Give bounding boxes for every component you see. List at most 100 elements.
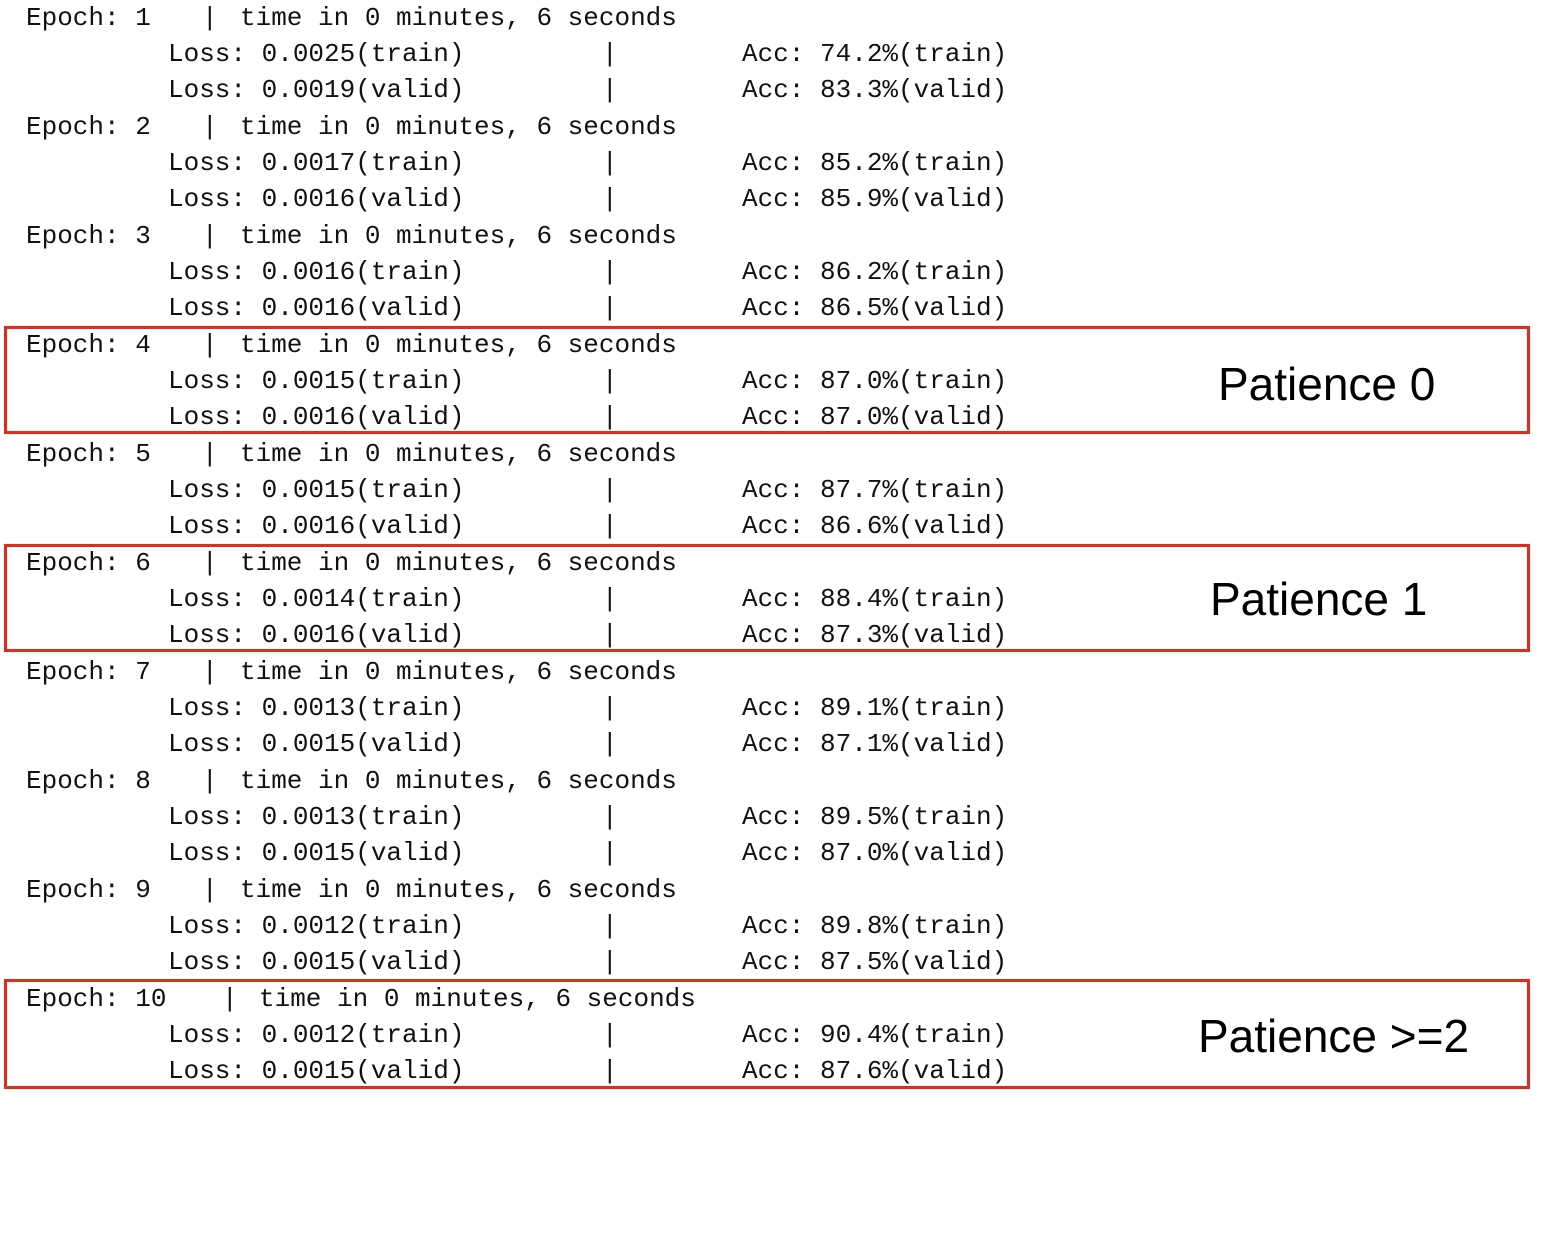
acc-valid: Acc: 87.3%(valid) xyxy=(742,620,1008,650)
valid-metrics-line: Loss: 0.0016(valid) | Acc: 85.9%(valid) xyxy=(0,181,1100,217)
acc-train: Acc: 88.4%(train) xyxy=(742,584,1008,614)
separator-bar: | xyxy=(202,330,218,360)
loss-train: Loss: 0.0016(train) xyxy=(168,257,465,287)
valid-metrics-line: Loss: 0.0016(valid) | Acc: 86.6%(valid) xyxy=(0,508,1100,544)
train-metrics-line: Loss: 0.0012(train) | Acc: 89.8%(train) xyxy=(0,908,1100,944)
valid-metrics-line: Loss: 0.0016(valid) | Acc: 87.0%(valid) xyxy=(0,399,1100,435)
separator-bar: | xyxy=(602,1056,618,1086)
loss-valid: Loss: 0.0015(valid) xyxy=(168,947,465,977)
epoch-header-line: Epoch: 2 | time in 0 minutes, 6 seconds xyxy=(0,109,1100,145)
loss-train: Loss: 0.0017(train) xyxy=(168,148,465,178)
valid-metrics-line: Loss: 0.0019(valid) | Acc: 83.3%(valid) xyxy=(0,72,1100,108)
separator-bar: | xyxy=(602,366,618,396)
train-metrics-line: Loss: 0.0013(train) | Acc: 89.5%(train) xyxy=(0,799,1100,835)
separator-bar: | xyxy=(602,402,618,432)
valid-metrics-line: Loss: 0.0015(valid) | Acc: 87.1%(valid) xyxy=(0,726,1100,762)
epoch-time: time in 0 minutes, 6 seconds xyxy=(240,3,677,33)
epoch-time: time in 0 minutes, 6 seconds xyxy=(259,984,696,1014)
separator-bar: | xyxy=(202,439,218,469)
epoch-label: Epoch: 9 xyxy=(26,875,151,905)
patience-2-label: Patience >=2 xyxy=(1198,1010,1470,1062)
loss-train: Loss: 0.0025(train) xyxy=(168,39,465,69)
loss-valid: Loss: 0.0016(valid) xyxy=(168,620,465,650)
separator-bar: | xyxy=(202,875,218,905)
train-metrics-line: Loss: 0.0016(train) | Acc: 86.2%(train) xyxy=(0,254,1100,290)
separator-bar: | xyxy=(602,911,618,941)
epoch-time: time in 0 minutes, 6 seconds xyxy=(240,439,677,469)
epoch-header-line: Epoch: 8 | time in 0 minutes, 6 seconds xyxy=(0,763,1100,799)
epoch-label: Epoch: 1 xyxy=(26,3,151,33)
epoch-time: time in 0 minutes, 6 seconds xyxy=(240,112,677,142)
loss-train: Loss: 0.0012(train) xyxy=(168,1020,465,1050)
epoch-label: Epoch: 6 xyxy=(26,548,151,578)
loss-train: Loss: 0.0014(train) xyxy=(168,584,465,614)
separator-bar: | xyxy=(202,221,218,251)
epoch-header-line: Epoch: 4 | time in 0 minutes, 6 seconds xyxy=(0,327,1100,363)
valid-metrics-line: Loss: 0.0015(valid) | Acc: 87.6%(valid) xyxy=(0,1053,1100,1089)
patience-1-label: Patience 1 xyxy=(1210,573,1428,625)
separator-bar: | xyxy=(202,766,218,796)
loss-valid: Loss: 0.0015(valid) xyxy=(168,838,465,868)
acc-valid: Acc: 87.0%(valid) xyxy=(742,402,1008,432)
epoch-header-line: Epoch: 6 | time in 0 minutes, 6 seconds xyxy=(0,545,1100,581)
acc-valid: Acc: 87.1%(valid) xyxy=(742,729,1008,759)
epoch-label: Epoch: 10 xyxy=(26,984,167,1014)
acc-valid: Acc: 86.6%(valid) xyxy=(742,511,1008,541)
acc-train: Acc: 85.2%(train) xyxy=(742,148,1008,178)
train-metrics-line: Loss: 0.0013(train) | Acc: 89.1%(train) xyxy=(0,690,1100,726)
training-log: Epoch: 1 | time in 0 minutes, 6 seconds … xyxy=(0,3,1530,1089)
acc-train: Acc: 74.2%(train) xyxy=(742,39,1008,69)
loss-valid: Loss: 0.0016(valid) xyxy=(168,184,465,214)
separator-bar: | xyxy=(602,475,618,505)
acc-train: Acc: 89.5%(train) xyxy=(742,802,1008,832)
train-metrics-line: Loss: 0.0017(train) | Acc: 85.2%(train) xyxy=(0,145,1100,181)
epoch-time: time in 0 minutes, 6 seconds xyxy=(240,548,677,578)
epoch-header-line: Epoch: 5 | time in 0 minutes, 6 seconds xyxy=(0,436,1100,472)
loss-valid: Loss: 0.0015(valid) xyxy=(168,729,465,759)
acc-train: Acc: 89.1%(train) xyxy=(742,693,1008,723)
highlight-box-epoch-10 xyxy=(4,979,1530,1089)
epoch-time: time in 0 minutes, 6 seconds xyxy=(240,657,677,687)
separator-bar: | xyxy=(602,257,618,287)
epoch-label: Epoch: 3 xyxy=(26,221,151,251)
acc-train: Acc: 86.2%(train) xyxy=(742,257,1008,287)
epoch-label: Epoch: 4 xyxy=(26,330,151,360)
acc-train: Acc: 90.4%(train) xyxy=(742,1020,1008,1050)
separator-bar: | xyxy=(602,293,618,323)
separator-bar: | xyxy=(602,39,618,69)
valid-metrics-line: Loss: 0.0016(valid) | Acc: 87.3%(valid) xyxy=(0,617,1100,653)
separator-bar: | xyxy=(222,984,238,1014)
separator-bar: | xyxy=(202,112,218,142)
loss-valid: Loss: 0.0016(valid) xyxy=(168,511,465,541)
separator-bar: | xyxy=(602,584,618,614)
patience-0-label: Patience 0 xyxy=(1218,358,1436,410)
highlight-box-epoch-6 xyxy=(4,544,1530,652)
epoch-header-line: Epoch: 3 | time in 0 minutes, 6 seconds xyxy=(0,218,1100,254)
epoch-time: time in 0 minutes, 6 seconds xyxy=(240,875,677,905)
valid-metrics-line: Loss: 0.0016(valid) | Acc: 86.5%(valid) xyxy=(0,290,1100,326)
epoch-label: Epoch: 8 xyxy=(26,766,151,796)
epoch-header-line: Epoch: 9 | time in 0 minutes, 6 seconds xyxy=(0,872,1100,908)
acc-train: Acc: 89.8%(train) xyxy=(742,911,1008,941)
loss-train: Loss: 0.0015(train) xyxy=(168,366,465,396)
acc-train: Acc: 87.0%(train) xyxy=(742,366,1008,396)
loss-valid: Loss: 0.0015(valid) xyxy=(168,1056,465,1086)
separator-bar: | xyxy=(602,1020,618,1050)
train-metrics-line: Loss: 0.0012(train) | Acc: 90.4%(train) xyxy=(0,1017,1100,1053)
separator-bar: | xyxy=(602,693,618,723)
epoch-label: Epoch: 5 xyxy=(26,439,151,469)
separator-bar: | xyxy=(602,184,618,214)
loss-train: Loss: 0.0012(train) xyxy=(168,911,465,941)
epoch-header-line: Epoch: 7 | time in 0 minutes, 6 seconds xyxy=(0,654,1100,690)
acc-train: Acc: 87.7%(train) xyxy=(742,475,1008,505)
train-metrics-line: Loss: 0.0015(train) | Acc: 87.0%(train) xyxy=(0,363,1100,399)
separator-bar: | xyxy=(602,947,618,977)
separator-bar: | xyxy=(602,511,618,541)
train-metrics-line: Loss: 0.0015(train) | Acc: 87.7%(train) xyxy=(0,472,1100,508)
acc-valid: Acc: 86.5%(valid) xyxy=(742,293,1008,323)
acc-valid: Acc: 85.9%(valid) xyxy=(742,184,1008,214)
separator-bar: | xyxy=(202,548,218,578)
train-metrics-line: Loss: 0.0014(train) | Acc: 88.4%(train) xyxy=(0,581,1100,617)
acc-valid: Acc: 87.5%(valid) xyxy=(742,947,1008,977)
acc-valid: Acc: 87.0%(valid) xyxy=(742,838,1008,868)
